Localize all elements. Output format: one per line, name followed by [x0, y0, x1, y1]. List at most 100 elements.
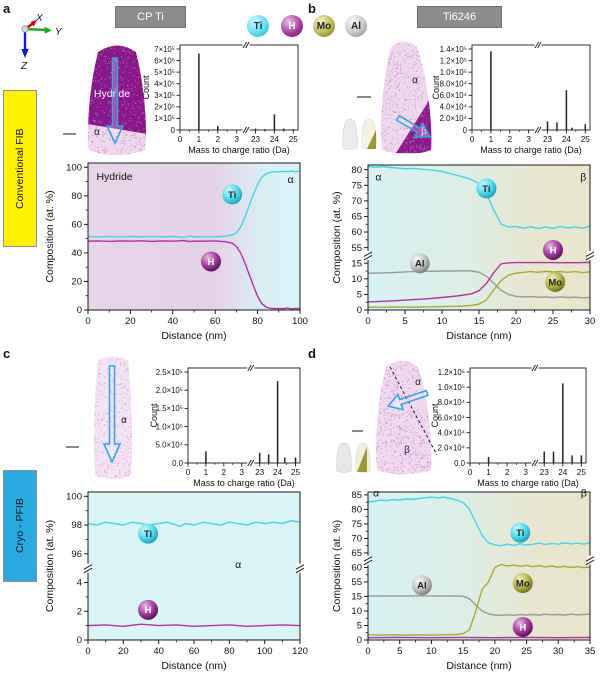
y-tick-label: 65	[351, 212, 362, 223]
y-tick-label: 96	[71, 549, 82, 560]
x-tick-label: 30	[553, 646, 564, 657]
y-tick-label: 65	[351, 548, 362, 559]
y-tick-label: 75	[351, 519, 362, 530]
legend-ti-label: Ti	[253, 20, 263, 32]
x-tick-label: 80	[252, 316, 263, 327]
map-label-alpha: α	[121, 415, 127, 426]
y-tick-label: 4×10⁵	[154, 80, 175, 89]
legend-h-sphere: H	[281, 15, 303, 37]
x-tick-label: 24	[273, 468, 283, 477]
y-tick-label: 0.0	[454, 459, 466, 468]
analysis-arrow	[395, 114, 432, 138]
element-ball-H: H	[543, 239, 563, 260]
x-axis-title: Mass to charge ratio (Da)	[480, 145, 582, 155]
mass-spectrum-b: 0 2.0×10⁴ 4.0×10⁴ 6.0×10⁴ 8.0×10⁴ 1.0×10⁵ 1.2×…	[431, 41, 591, 155]
y-tick-label: 80	[351, 505, 362, 516]
x-axis-title: Mass to charge ratio (Da)	[188, 145, 290, 155]
y-axis-title: Composition (at. %)	[44, 190, 56, 282]
mass-spectrum-c: 0.0 5.0×10⁴ 1.0×10⁵ 1.5×10⁵ 2.0×10⁵ 2.5×10⁵ 0 1…	[149, 364, 301, 488]
x-tick-label: 100	[292, 316, 308, 327]
z-axis-label: Z	[20, 61, 28, 72]
x-tick-label: 3	[523, 468, 528, 477]
series-line-Ti	[368, 496, 590, 547]
element-ball-Al: Al	[409, 253, 430, 274]
composition-chart-a: 0 20 40 60 80 100 0 20 40 60 80 100 Distance (nm) Com…	[44, 162, 308, 342]
y-tick-label: 0	[77, 305, 82, 316]
analysis-arrow	[102, 365, 122, 464]
x-tick-label: 1	[197, 135, 202, 144]
row-label-conventional-fib: Conventional FIB	[3, 90, 37, 247]
y-tick-label: 6.0×10⁴	[440, 91, 467, 100]
reference-tip-gray	[336, 442, 352, 473]
region-label: α	[235, 559, 241, 571]
legend-ti-sphere: Ti	[247, 15, 269, 37]
x-tick-label: 25	[581, 135, 591, 144]
y-tick-label: 1.5×10⁵	[156, 404, 183, 413]
series-lines	[88, 520, 300, 628]
atom-map-c: α	[94, 356, 132, 479]
svg-text:H: H	[208, 257, 215, 268]
element-ball-Mo: Mo	[512, 573, 533, 594]
x-axis-title: Distance (nm)	[446, 330, 511, 342]
map-label-alpha: α	[415, 377, 421, 388]
row-label-conventional-fib-text: Conventional FIB	[14, 128, 26, 209]
x-axis-arrow	[30, 20, 37, 27]
x-tick-label: 2	[505, 468, 510, 477]
x-axis-title: Distance (nm)	[161, 660, 226, 672]
y-axis-title: Count	[430, 403, 440, 428]
y-axis-title: Count	[431, 75, 441, 100]
x-tick-label: 0	[186, 468, 191, 477]
x-tick-label: 20	[118, 646, 129, 657]
x-tick-label: 20	[125, 316, 136, 327]
y-tick-label: 0	[357, 635, 362, 646]
y-tick-label: 2.0×10⁴	[438, 444, 465, 453]
svg-text:H: H	[550, 245, 557, 256]
y-tick-label: 5	[357, 290, 362, 301]
x-tick-label: 23	[251, 135, 261, 144]
y-tick-label: 80	[71, 191, 82, 202]
x-tick-label: 0	[85, 646, 90, 657]
series-line-H	[88, 623, 300, 628]
y-tick-label: 4.0×10⁴	[438, 428, 465, 437]
scale-bar-c	[66, 446, 79, 448]
y-tick-label: 4.0×10⁴	[440, 103, 467, 112]
y-tick-label: 1×10⁵	[154, 114, 175, 123]
y-tick-label: 1.2×10⁵	[440, 56, 467, 65]
y-tick-label: 1.2×10⁵	[438, 368, 465, 377]
x-tick-label: 35	[585, 646, 596, 657]
x-tick-label: 10	[426, 646, 437, 657]
y-axis-label: Y	[55, 27, 63, 38]
series-line-Ti	[88, 170, 300, 238]
y-tick-label: 0.0	[172, 459, 184, 468]
y-tick-label: 98	[71, 520, 82, 531]
sample-title-ti6246: Ti6246	[417, 6, 502, 28]
svg-text:Al: Al	[417, 581, 427, 592]
analysis-arrow	[105, 57, 125, 145]
x-tick-label: 2	[507, 135, 512, 144]
atom-map-b: αβ	[342, 41, 432, 155]
x-tick-label: 120	[292, 646, 308, 657]
x-tick-label: 23	[543, 135, 553, 144]
y-tick-label: 8.0×10⁴	[438, 398, 465, 407]
series-line-Al	[368, 595, 590, 617]
y-tick-label: 100	[66, 492, 82, 503]
y-tick-label: 5.0×10⁴	[156, 441, 183, 450]
y-tick-label: 4	[77, 578, 82, 589]
axes-triad: X Y Z	[20, 13, 63, 72]
series-lines	[368, 496, 590, 639]
legend-al-sphere: Al	[345, 15, 367, 37]
panel-letter-d: d	[308, 346, 316, 361]
x-tick-label: 23	[540, 468, 550, 477]
x-tick-label: 3	[234, 135, 239, 144]
x-tick-label: 25	[521, 646, 532, 657]
x-tick-label: 60	[210, 316, 221, 327]
sample-title-ti6246-text: Ti6246	[442, 11, 477, 23]
x-axis-title: Distance (nm)	[446, 660, 511, 672]
x-axis-label: X	[35, 13, 43, 24]
y-tick-label: 55	[351, 577, 362, 588]
row-label-cryo-pfib: Cryo - PFIB	[3, 470, 37, 582]
y-tick-label: 10	[351, 274, 362, 285]
